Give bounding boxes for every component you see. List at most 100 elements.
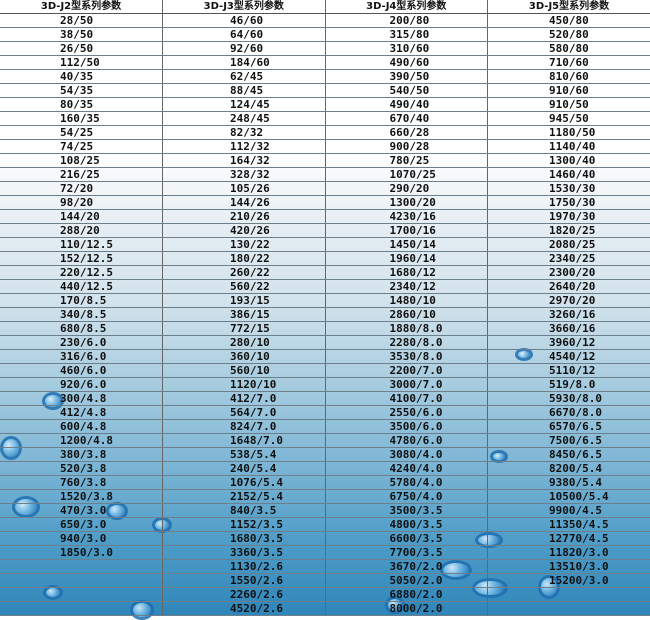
table-cell: 540/50 (325, 84, 488, 98)
table-cell: 560/22 (163, 280, 326, 294)
table-cell: 220/12.5 (0, 266, 163, 280)
table-cell: 4540/12 (488, 350, 650, 364)
table-cell: 3000/7.0 (325, 378, 488, 392)
table-cell: 4230/16 (325, 210, 488, 224)
table-cell: 900/28 (325, 140, 488, 154)
table-cell: 840/3.5 (163, 504, 326, 518)
table-cell: 1450/14 (325, 238, 488, 252)
table-cell: 1460/40 (488, 168, 650, 182)
table-cell: 88/45 (163, 84, 326, 98)
table-cell: 650/3.0 (0, 518, 163, 532)
table-cell: 112/32 (163, 140, 326, 154)
table-cell: 3080/4.0 (325, 448, 488, 462)
table-cell: 8000/2.0 (325, 602, 488, 616)
table-cell: 72/20 (0, 182, 163, 196)
table-cell: 824/7.0 (163, 420, 326, 434)
table-cell: 580/80 (488, 42, 650, 56)
table-cell: 8200/5.4 (488, 462, 650, 476)
table-cell: 670/40 (325, 112, 488, 126)
table-cell: 945/50 (488, 112, 650, 126)
table-cell: 6600/3.5 (325, 532, 488, 546)
table-cell: 260/22 (163, 266, 326, 280)
table-cell: 538/5.4 (163, 448, 326, 462)
table-cell: 1130/2.6 (163, 560, 326, 574)
table-cell: 152/12.5 (0, 252, 163, 266)
table-cell: 13510/3.0 (488, 560, 650, 574)
table-cell: 910/50 (488, 98, 650, 112)
table-cell: 940/3.0 (0, 532, 163, 546)
table-cell: 240/5.4 (163, 462, 326, 476)
table-cell: 772/15 (163, 322, 326, 336)
table-cell: 124/45 (163, 98, 326, 112)
table-cell: 316/6.0 (0, 350, 163, 364)
table-cell: 193/15 (163, 294, 326, 308)
table-cell: 1680/12 (325, 266, 488, 280)
table-cell: 6750/4.0 (325, 490, 488, 504)
table-cell: 9900/4.5 (488, 504, 650, 518)
table-cell: 2300/20 (488, 266, 650, 280)
table-cell: 288/20 (0, 224, 163, 238)
table-cell: 660/28 (325, 126, 488, 140)
table-cell: 4800/3.5 (325, 518, 488, 532)
table-cell: 2970/20 (488, 294, 650, 308)
table-cell: 360/10 (163, 350, 326, 364)
table-cell: 7500/6.5 (488, 434, 650, 448)
table-cell: 2550/6.0 (325, 406, 488, 420)
table-cell: 230/6.0 (0, 336, 163, 350)
table-cell: 180/22 (163, 252, 326, 266)
table-cell: 564/7.0 (163, 406, 326, 420)
table-cell: 280/10 (163, 336, 326, 350)
table-cell: 450/80 (488, 14, 650, 28)
table-cell: 680/8.5 (0, 322, 163, 336)
table-cell: 460/6.0 (0, 364, 163, 378)
table-cell: 3670/2.0 (325, 560, 488, 574)
table-cell: 440/12.5 (0, 280, 163, 294)
table-header-row: 3D-J2型系列参数 3D-J3型系列参数 3D-J4型系列参数 3D-J5型系… (0, 0, 650, 14)
table-cell: 4780/6.0 (325, 434, 488, 448)
table-cell: 2200/7.0 (325, 364, 488, 378)
table-cell: 340/8.5 (0, 308, 163, 322)
table-cell: 6880/2.0 (325, 588, 488, 602)
table-cell: 8450/6.5 (488, 448, 650, 462)
table-cell: 2340/25 (488, 252, 650, 266)
table-cell: 328/32 (163, 168, 326, 182)
table-cell: 1152/3.5 (163, 518, 326, 532)
table-cell: 5780/4.0 (325, 476, 488, 490)
table-cell: 6670/8.0 (488, 406, 650, 420)
table-cell: 110/12.5 (0, 238, 163, 252)
table-cell: 520/80 (488, 28, 650, 42)
table-cell: 80/35 (0, 98, 163, 112)
table-cell: 1648/7.0 (163, 434, 326, 448)
table-cell: 11350/4.5 (488, 518, 650, 532)
table-cell: 1960/14 (325, 252, 488, 266)
header-j5: 3D-J5型系列参数 (488, 0, 650, 14)
table-cell: 170/8.5 (0, 294, 163, 308)
table-cell: 2640/20 (488, 280, 650, 294)
table-cell: 1300/40 (488, 154, 650, 168)
table-cell: 412/7.0 (163, 392, 326, 406)
table-cell: 1700/16 (325, 224, 488, 238)
table-cell: 315/80 (325, 28, 488, 42)
table-cell (0, 602, 163, 616)
table-cell (488, 602, 650, 616)
table-cell: 386/15 (163, 308, 326, 322)
